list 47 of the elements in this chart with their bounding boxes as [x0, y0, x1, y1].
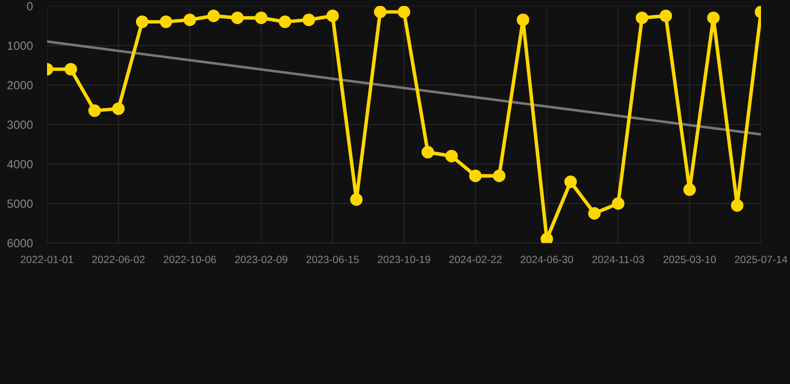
point	[588, 207, 601, 220]
point	[445, 150, 458, 162]
point	[231, 12, 244, 24]
point	[516, 14, 530, 26]
point	[398, 6, 410, 18]
point	[112, 102, 125, 115]
point	[350, 193, 363, 206]
x-tick-label: 2023-02-09	[235, 256, 288, 264]
point	[64, 62, 78, 76]
y-tick-label: 5000	[7, 200, 33, 208]
y-tick-label: 4000	[7, 160, 33, 168]
point	[469, 170, 482, 182]
x-tick-label: 2022-01-01	[20, 256, 74, 264]
x-tick-label: 2025-07-14	[734, 256, 788, 264]
y-tick-label: 1000	[8, 42, 33, 50]
point	[374, 6, 386, 18]
point	[254, 12, 268, 24]
point	[422, 146, 434, 158]
y-tick-label: 0	[27, 2, 33, 10]
y-tick-label: 6000	[7, 239, 33, 248]
point	[730, 199, 744, 212]
y-tick-label: 2000	[7, 81, 33, 90]
x-tick-label: 2022-10-06	[164, 256, 216, 264]
point	[302, 14, 316, 26]
point	[492, 170, 506, 182]
point	[136, 16, 148, 28]
point	[564, 176, 577, 188]
point	[207, 10, 220, 22]
x-tick-label: 2023-06-15	[306, 256, 359, 264]
point	[88, 104, 101, 117]
x-tick-label: 2024-02-22	[449, 256, 502, 264]
point	[612, 197, 624, 210]
x-tick-label: 2022-06-02	[92, 256, 145, 264]
point	[160, 16, 172, 28]
x-tick-label: 2025-03-10	[663, 256, 716, 264]
y-tick-label: 3000	[7, 120, 33, 129]
point	[184, 14, 196, 26]
point	[683, 183, 696, 196]
point	[326, 10, 339, 22]
point	[707, 12, 720, 24]
point	[540, 232, 554, 243]
x-tick-label: 2023-10-19	[378, 256, 430, 264]
point	[636, 12, 648, 24]
x-tick-label: 2024-11-03	[592, 256, 644, 264]
point	[278, 16, 292, 28]
point	[660, 10, 672, 22]
x-tick-label: 2024-06-30	[520, 256, 574, 264]
